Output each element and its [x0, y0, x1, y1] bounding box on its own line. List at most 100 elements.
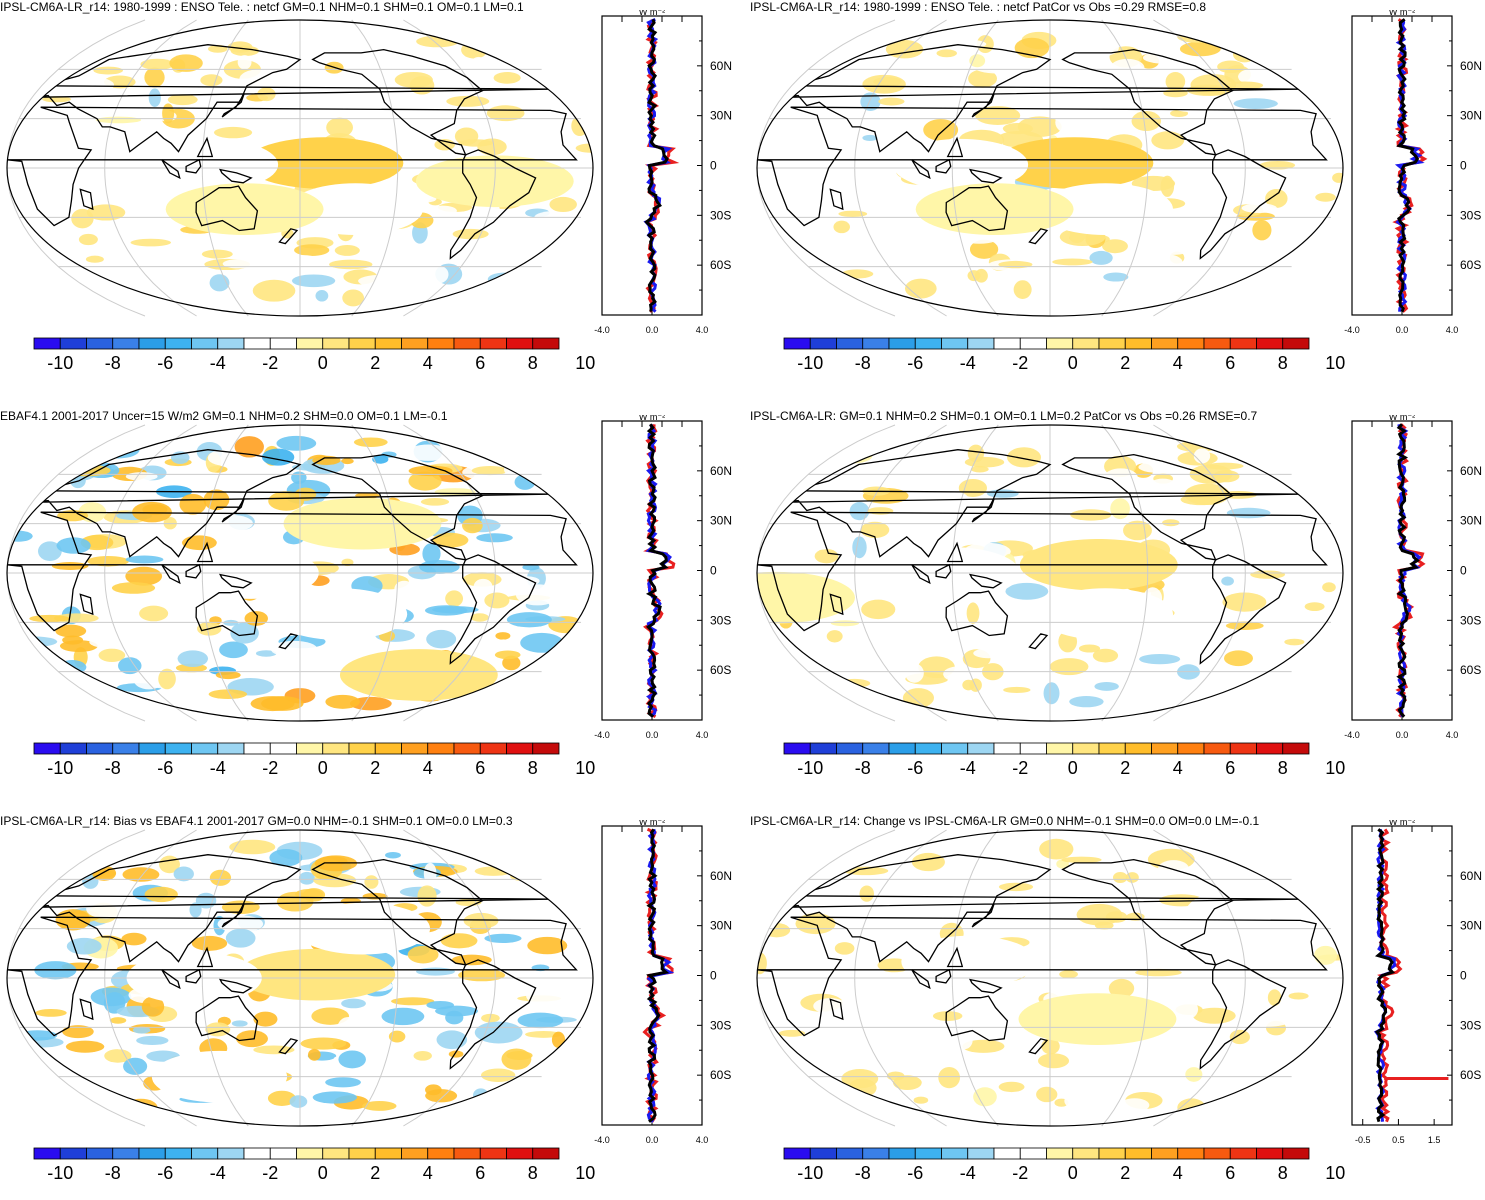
noise-patch — [57, 888, 72, 907]
colorbar-swatch — [1019, 1147, 1047, 1160]
colorbar-swatch — [1124, 337, 1152, 350]
noise-patch — [1259, 938, 1284, 957]
noise-patch — [1139, 653, 1181, 665]
coastline-southamerica — [449, 554, 537, 665]
coastline-australia — [195, 185, 259, 232]
noise-patch — [857, 659, 903, 667]
colorbar-tick-label: -4 — [959, 758, 976, 778]
noise-patch — [915, 1031, 936, 1044]
noise-patch — [445, 76, 479, 96]
zonal-x-label: 4.0 — [696, 325, 709, 335]
colorbar-swatch — [1072, 1147, 1100, 1160]
colorbar-swatch — [453, 337, 481, 350]
colorbar-swatch — [532, 1147, 560, 1160]
noise-patch — [358, 274, 406, 288]
noise-patch — [885, 40, 924, 59]
colorbar-swatch — [993, 337, 1021, 350]
noise-patch — [1248, 660, 1281, 667]
noise-patch — [55, 909, 91, 931]
noise-patch — [1233, 98, 1278, 109]
noise-patch — [1003, 686, 1031, 694]
colorbar-tick-label: 4 — [422, 1163, 433, 1183]
noise-patch — [104, 1049, 132, 1063]
zonal-unit: W m⁻² — [639, 820, 665, 827]
noise-patch — [440, 933, 478, 949]
noise-patch — [391, 997, 435, 1006]
noise-patch — [1315, 192, 1336, 202]
noise-patch — [814, 548, 839, 564]
noise-patch — [515, 224, 559, 236]
noise-patch — [849, 501, 870, 521]
coastline-island — [911, 159, 931, 180]
zonal-x-label: 4.0 — [696, 1135, 709, 1145]
lat-tick-label: 0 — [1460, 564, 1467, 578]
noise-patch — [1123, 520, 1152, 541]
lat-tick-label: 30S — [1460, 208, 1481, 222]
noise-patch — [905, 638, 936, 657]
zonal-x-label: -4.0 — [594, 1135, 610, 1145]
noise-patch — [932, 1011, 963, 1021]
colorbar-swatch — [217, 337, 245, 350]
noise-patch — [830, 620, 860, 627]
colorbar-tick-label: -8 — [104, 353, 121, 373]
feature-blob — [1185, 886, 1322, 939]
colorbar-tick-label: -2 — [262, 1163, 279, 1183]
noise-patch — [841, 233, 889, 250]
noise-patch — [1007, 447, 1041, 468]
noise-patch — [225, 928, 256, 948]
coastline-southamerica — [1199, 959, 1287, 1070]
noise-patch — [799, 232, 843, 240]
noise-patch — [967, 270, 981, 282]
noise-patch — [112, 48, 133, 68]
noise-patch — [1059, 907, 1075, 914]
colorbar-tick-label: 8 — [1277, 1163, 1288, 1183]
colorbar-swatch — [243, 1147, 271, 1160]
noise-patch — [37, 541, 62, 561]
coastline-island — [1028, 228, 1049, 245]
colorbar-swatch — [862, 1147, 890, 1160]
noise-patch — [1031, 507, 1071, 515]
noise-patch — [911, 852, 945, 872]
noise-patch — [914, 442, 954, 453]
noise-patch — [80, 78, 115, 93]
noise-patch — [326, 117, 353, 138]
noise-patch — [448, 1050, 464, 1058]
noise-patch — [446, 95, 490, 107]
colorbar-tick-label: 0 — [317, 353, 328, 373]
zonal-unit: W m⁻² — [639, 10, 665, 17]
noise-patch — [489, 43, 508, 64]
noise-patch — [377, 1074, 405, 1095]
noise-patch — [1193, 448, 1211, 464]
noise-patch — [189, 902, 202, 918]
noise-patch — [972, 991, 1007, 1013]
coastline-eurasia — [32, 854, 555, 963]
panel-p4: IPSL-CM6A-LR: GM=0.1 NHM=0.2 SHM=0.1 OM=… — [750, 405, 1485, 795]
noise-patch — [1005, 582, 1049, 600]
noise-patch — [826, 630, 843, 643]
zonal-line-mean — [1396, 423, 1420, 718]
zonal-x-label: -4.0 — [594, 730, 610, 740]
colorbar-swatch — [374, 742, 402, 755]
noise-patch — [1252, 219, 1272, 241]
colorbar-tick-label: -10 — [797, 758, 824, 778]
noise-patch — [862, 134, 878, 141]
noise-patch — [1299, 522, 1321, 529]
noise-patch — [1238, 690, 1261, 706]
noise-patch — [900, 129, 917, 152]
noise-patch — [843, 866, 889, 876]
colorbar-tick-label: 0 — [317, 758, 328, 778]
noise-patch — [279, 255, 326, 274]
coastline-southamerica — [449, 959, 537, 1070]
world-map — [6, 19, 594, 317]
noise-patch — [462, 517, 483, 534]
feature-blob — [1018, 993, 1177, 1045]
coastline-southamerica — [1199, 554, 1287, 665]
noise-patch — [968, 69, 997, 88]
noise-patch — [90, 987, 132, 1007]
noise-patch — [1238, 852, 1261, 867]
colorbar-swatch — [401, 337, 429, 350]
noise-patch — [1125, 872, 1139, 883]
map-border — [756, 829, 1344, 1127]
noise-patch — [445, 1010, 464, 1025]
noise-patch — [463, 912, 499, 929]
